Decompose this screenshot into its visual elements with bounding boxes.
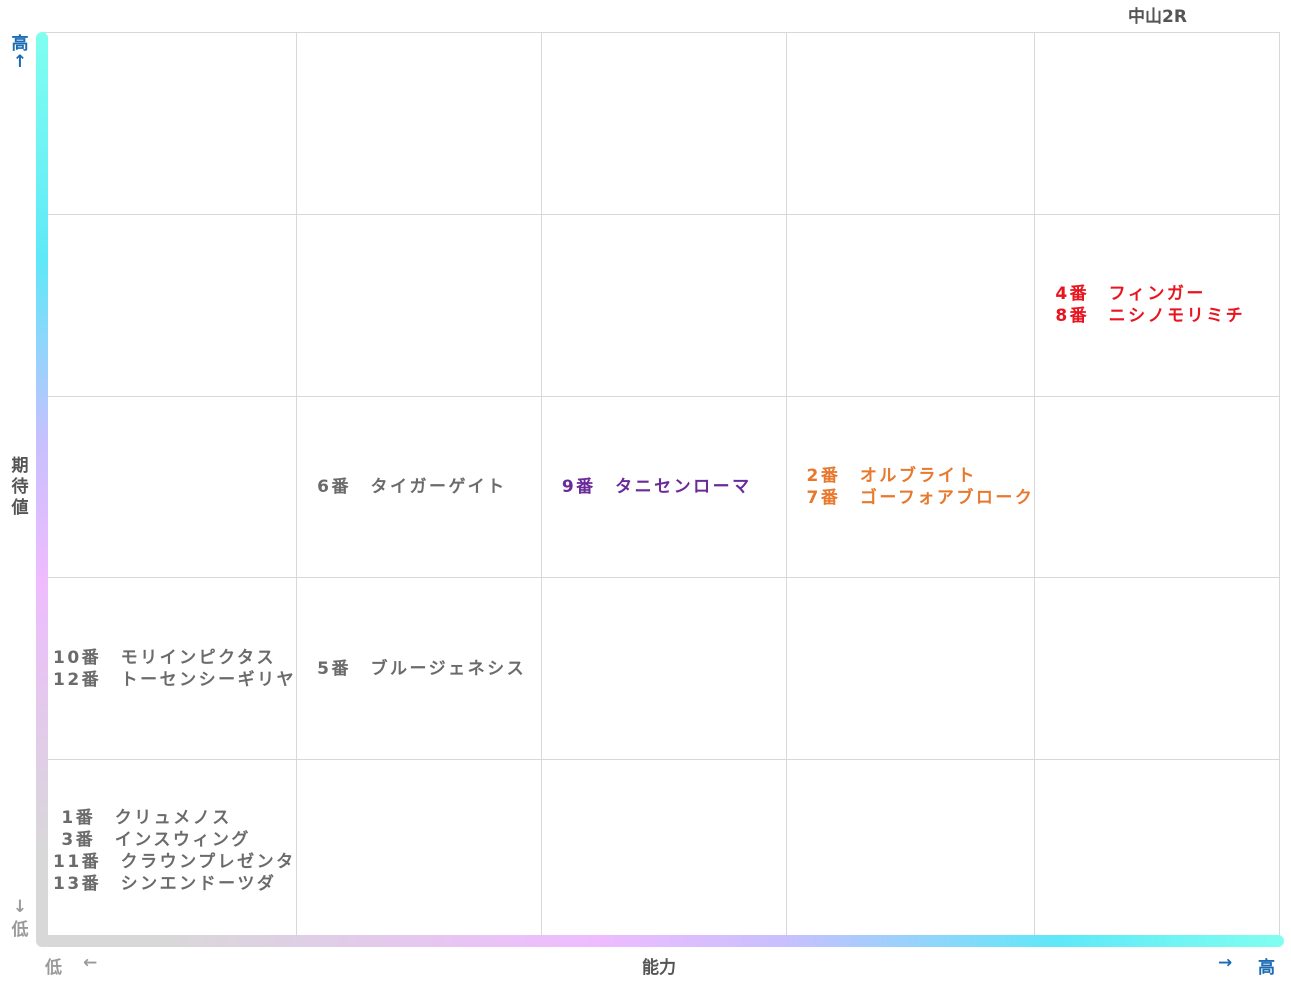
grid-cell-r2-c1: 6番 タイガーゲイト <box>296 396 541 579</box>
grid-cell-r1-c0 <box>42 214 297 397</box>
grid-cell-r3-c0: 10番 モリインピクタス 12番 トーセンシーギリヤ <box>42 578 297 761</box>
grid-cell-r0-c1 <box>296 33 541 215</box>
grid-cell-r4-c1 <box>296 760 541 942</box>
horse-entry-list: 6番 タイガーゲイト <box>297 476 507 498</box>
grid-cell-r1-c3 <box>785 214 1035 397</box>
grid-cell-r2-c4 <box>1034 396 1279 579</box>
horse-entry-list: 9番 タニセンローマ <box>542 476 752 498</box>
x-axis-left-arrow-icon: ← <box>83 953 98 973</box>
x-axis-label: 能力 <box>642 958 676 978</box>
horse-entry-list: 4番 フィンガー 8番 ニシノモリミチ <box>1035 283 1245 327</box>
horse-entry: 5番 ブルージェネシス <box>317 658 527 679</box>
horse-entry-list: 1番 クリュメノス 3番 インスウィング 11番 クラウンプレゼンタ 13番 シンエ… <box>43 807 296 895</box>
y-axis-low-label: 低 <box>11 920 29 940</box>
grid-cell-r0-c0 <box>42 33 297 215</box>
grid-cell-r1-c4: 4番 フィンガー 8番 ニシノモリミチ <box>1034 214 1279 397</box>
horse-entry: 12番 トーセンシーギリヤ <box>53 669 297 690</box>
grid-cell-r2-c3: 2番 オルブライト 7番 ゴーフォアブローク <box>785 396 1035 579</box>
x-axis-right-arrow-icon: → <box>1218 953 1233 973</box>
grid-cell-r4-c2 <box>540 760 786 942</box>
grid-cell-r3-c2 <box>540 578 786 761</box>
grid-cell-r1-c1 <box>296 214 541 397</box>
horse-entry-list: 5番 ブルージェネシス <box>297 658 526 680</box>
horse-entry-list: 10番 モリインピクタス 12番 トーセンシーギリヤ <box>43 647 296 691</box>
grid-cell-r1-c2 <box>540 214 786 397</box>
race-title: 中山2R <box>1128 7 1187 27</box>
horse-entry: 13番 シンエンドーツダ <box>53 873 277 894</box>
horse-entry: 1番 クリュメノス <box>53 807 232 828</box>
grid-cell-r4-c0: 1番 クリュメノス 3番 インスウィング 11番 クラウンプレゼンタ 13番 シンエ… <box>42 760 297 942</box>
horse-entry: 3番 インスウィング <box>53 829 251 850</box>
horse-entry: 9番 タニセンローマ <box>561 476 752 497</box>
horse-entry: 7番 ゴーフォアブローク <box>806 487 1035 508</box>
horse-entry: 8番 ニシノモリミチ <box>1055 306 1246 327</box>
grid-cell-r3-c1: 5番 ブルージェネシス <box>296 578 541 761</box>
horse-entry: 6番 タイガーゲイト <box>317 476 507 497</box>
horse-entry: 10番 モリインピクタス <box>53 647 276 668</box>
x-axis-low-label: 低 <box>45 958 62 978</box>
matrix-grid: 4番 フィンガー 8番 ニシノモリミチ 6番 タイガーゲイト 9番 タニセンローマ 2番… <box>42 32 1280 942</box>
x-axis-gradient-bar <box>36 935 1284 947</box>
grid-cell-r4-c3 <box>785 760 1035 942</box>
horse-entry-list: 2番 オルブライト 7番 ゴーフォアブローク <box>787 465 1035 509</box>
x-axis-high-label: 高 <box>1258 958 1275 978</box>
grid-cell-r0-c2 <box>540 33 786 215</box>
grid-cell-r3-c4 <box>1034 578 1279 761</box>
y-axis-down-arrow-icon: ↓ <box>12 897 28 917</box>
grid-cell-r0-c4 <box>1034 33 1279 215</box>
grid-cell-r2-c0 <box>42 396 297 579</box>
y-axis-label: 期 待 値 <box>11 456 29 518</box>
grid-cell-r4-c4 <box>1034 760 1279 942</box>
y-axis-high-label: 高 <box>11 34 29 54</box>
horse-entry: 11番 クラウンプレゼンタ <box>53 851 296 872</box>
grid-cell-r0-c3 <box>785 33 1035 215</box>
grid-cell-r3-c3 <box>785 578 1035 761</box>
horse-entry: 4番 フィンガー <box>1055 284 1206 305</box>
grid-cell-r2-c2: 9番 タニセンローマ <box>540 396 786 579</box>
y-axis-up-arrow-icon: ↑ <box>12 52 28 72</box>
y-axis-gradient-bar <box>36 32 48 944</box>
horse-entry: 2番 オルブライト <box>806 465 977 486</box>
